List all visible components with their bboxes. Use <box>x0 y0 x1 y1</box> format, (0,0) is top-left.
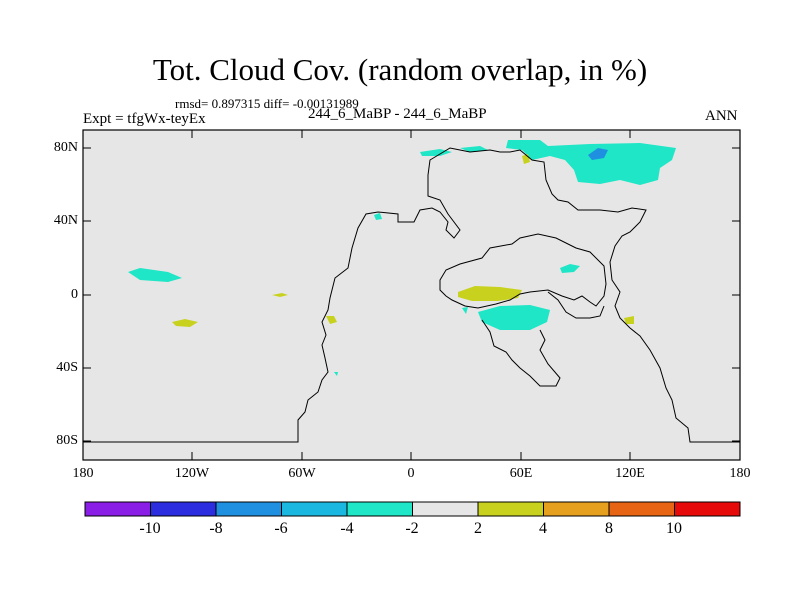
stats-text: rmsd= 0.897315 diff= -0.00131989 <box>175 96 359 111</box>
cyan-patch-africa-s <box>478 305 550 330</box>
cyan-patch-arctic <box>506 140 676 185</box>
lat-label-80s: 80S <box>56 433 78 448</box>
colorbar-bin-7 <box>477 501 544 517</box>
colorbar-label: -10 <box>139 520 161 537</box>
case-label: 244_6_MaBP - 244_6_MaBP <box>308 106 487 122</box>
coastline-africa-south <box>481 319 561 387</box>
colorbar-bin-8 <box>543 501 610 517</box>
yellow-patch-asia-se <box>624 316 634 324</box>
cyan-patch-pacific <box>128 268 182 282</box>
colorbar-bin-4 <box>281 501 348 517</box>
colorbar-bin-6 <box>412 501 479 517</box>
colorbar-bin-10 <box>674 501 741 517</box>
colorbar-label: -8 <box>209 520 223 537</box>
colorbar-bin-9 <box>608 501 675 517</box>
cyan-patch-small-africa <box>462 307 468 314</box>
lon-label-60e: 60E <box>509 466 533 481</box>
season-label: ANN <box>705 108 738 124</box>
lon-label-120e: 120E <box>615 466 645 481</box>
cyan-patch-south-atl <box>334 372 338 376</box>
cyan-patch-atlantic <box>374 213 382 220</box>
colorbar-label: 2 <box>474 520 482 537</box>
lon-label-0: 0 <box>407 466 415 481</box>
cyan-patch-greenland <box>420 149 452 156</box>
anomaly-patches <box>128 140 676 376</box>
colorbar-label: -6 <box>274 520 288 537</box>
colorbar-bin-5 <box>346 501 413 517</box>
colorbar-bin-1 <box>84 501 151 517</box>
lat-label-80n: 80N <box>53 140 78 155</box>
map-background <box>83 130 740 460</box>
lat-label-40s: 40S <box>56 360 78 375</box>
lat-label-0: 0 <box>71 287 78 302</box>
lon-label-180w: 180 <box>72 466 94 481</box>
colorbar-label: -4 <box>340 520 354 537</box>
experiment-label: Expt = tfgWx-teyEx <box>83 111 206 127</box>
colorbar-label: 4 <box>539 520 547 537</box>
yellow-patch-pacific-a <box>272 293 288 297</box>
yellow-patch-pacific-b <box>172 319 198 327</box>
colorbar-label: 10 <box>666 520 682 537</box>
blue-patch-arctic <box>588 148 608 160</box>
colorbar-label: -2 <box>405 520 419 537</box>
yellow-patch-africa <box>458 286 522 301</box>
axis-ticks <box>83 130 740 460</box>
coastline-america-europe <box>83 147 740 443</box>
coastline-arabia <box>547 291 605 319</box>
colorbar <box>84 501 741 517</box>
lon-label-180e: 180 <box>729 466 751 481</box>
plot-title: Tot. Cloud Cov. (random overlap, in %) <box>152 52 648 87</box>
coastline-africa <box>439 233 607 309</box>
coastlines <box>83 147 740 443</box>
lat-label-40n: 40N <box>53 213 78 228</box>
colorbar-bin-2 <box>150 501 217 517</box>
colorbar-label: 8 <box>605 520 613 537</box>
lon-label-60w: 60W <box>288 466 316 481</box>
cyan-patch-asia <box>560 264 580 273</box>
colorbar-bin-3 <box>215 501 282 517</box>
lon-label-120w: 120W <box>174 466 210 481</box>
yellow-patch-brazil <box>326 316 337 324</box>
